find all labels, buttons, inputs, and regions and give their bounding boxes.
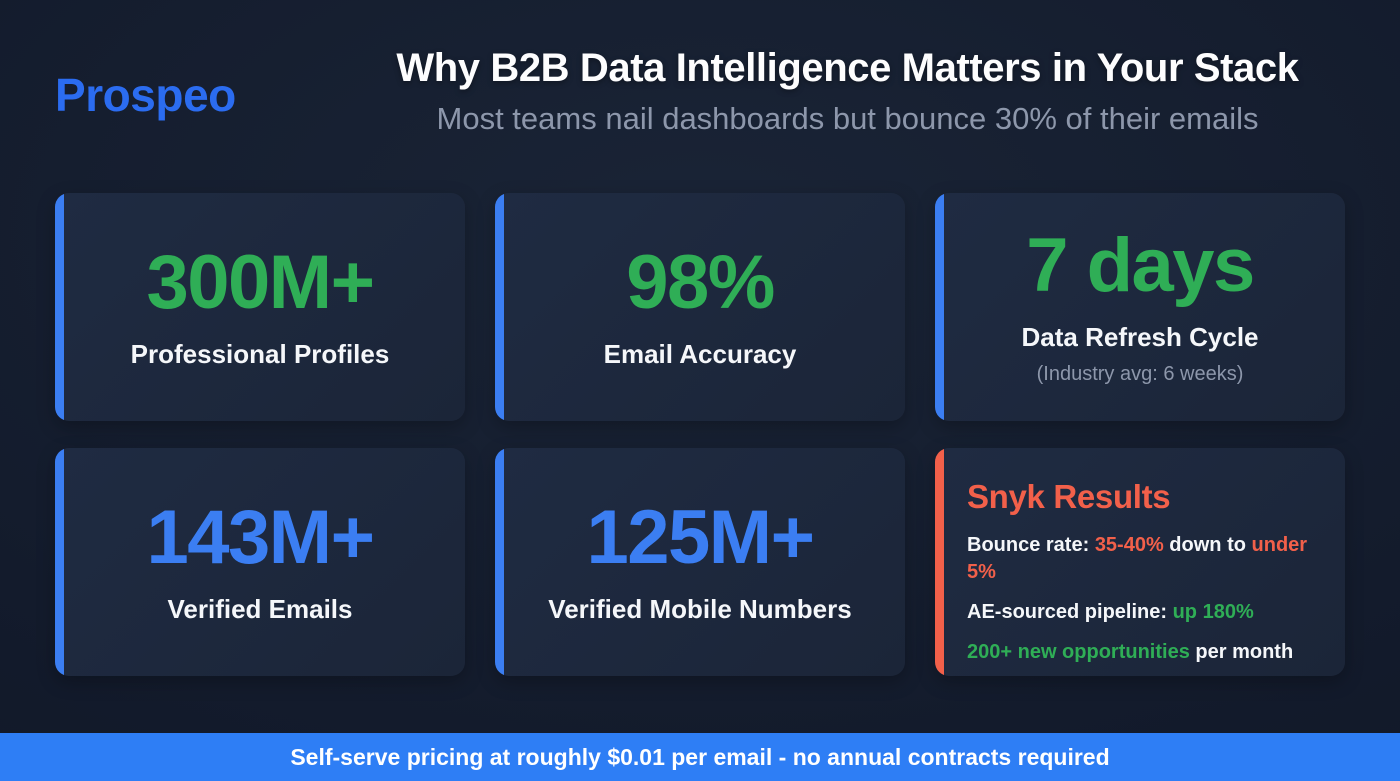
stat-value: 300M+ [146, 239, 375, 325]
results-segment: up 180% [1172, 601, 1254, 623]
results-title: Snyk Results [967, 478, 1171, 515]
card-accent-bar [935, 448, 944, 676]
results-segment: per month [1189, 641, 1294, 663]
pricing-banner: Self-serve pricing at roughly $0.01 per … [0, 733, 1400, 781]
results-segment: AE-sourced pipeline: [967, 601, 1173, 623]
stat-card-verified-mobile-numbers: 125M+ Verified Mobile Numbers [495, 448, 905, 676]
results-segment: 200+ new opportunities [967, 641, 1190, 663]
stat-value: 7 days [1026, 223, 1255, 308]
prospeo-logo: Prospeo [55, 69, 236, 121]
header: Prospeo Why B2B Data Intelligence Matter… [0, 0, 1400, 137]
stat-card-verified-emails: 143M+ Verified Emails [55, 448, 465, 676]
page-subtitle: Most teams nail dashboards but bounce 30… [436, 101, 1259, 136]
results-segment: under 5% [967, 534, 1308, 583]
stat-note: (Industry avg: 6 weeks) [1036, 363, 1244, 385]
card-accent-bar [935, 193, 944, 421]
results-line-opportunities: 200+ new opportunities per month [967, 639, 1319, 666]
stat-value: 143M+ [146, 494, 375, 580]
title-block: Why B2B Data Intelligence Matters in You… [350, 46, 1345, 137]
stats-grid: 300M+ Professional Profiles 98% Email Ac… [0, 193, 1400, 676]
results-segment: 35-40% [1094, 534, 1164, 556]
stat-label: Email Accuracy [603, 338, 797, 369]
results-line-bounce-rate: Bounce rate: 35-40% down to under 5% [967, 532, 1319, 586]
page-title: Why B2B Data Intelligence Matters in You… [396, 46, 1299, 90]
stat-card-professional-profiles: 300M+ Professional Profiles [55, 193, 465, 421]
results-segment: down to [1163, 534, 1252, 556]
stat-value: 98% [626, 239, 775, 325]
results-card-snyk: Snyk Results Bounce rate: 35-40% down to… [935, 448, 1345, 676]
results-line-pipeline: AE-sourced pipeline: up 180% [967, 599, 1319, 626]
card-accent-bar [495, 193, 504, 421]
stat-card-data-refresh-cycle: 7 days Data Refresh Cycle (Industry avg:… [935, 193, 1345, 421]
stat-label: Verified Emails [167, 593, 353, 624]
card-accent-bar [55, 193, 64, 421]
card-accent-bar [495, 448, 504, 676]
stat-label: Professional Profiles [130, 338, 390, 369]
stat-label: Data Refresh Cycle [1021, 322, 1259, 352]
stat-card-email-accuracy: 98% Email Accuracy [495, 193, 905, 421]
card-accent-bar [55, 448, 64, 676]
results-segment: Bounce rate: [967, 534, 1095, 556]
stat-value: 125M+ [586, 494, 815, 580]
pricing-banner-text: Self-serve pricing at roughly $0.01 per … [290, 743, 1110, 770]
stat-label: Verified Mobile Numbers [548, 593, 852, 624]
